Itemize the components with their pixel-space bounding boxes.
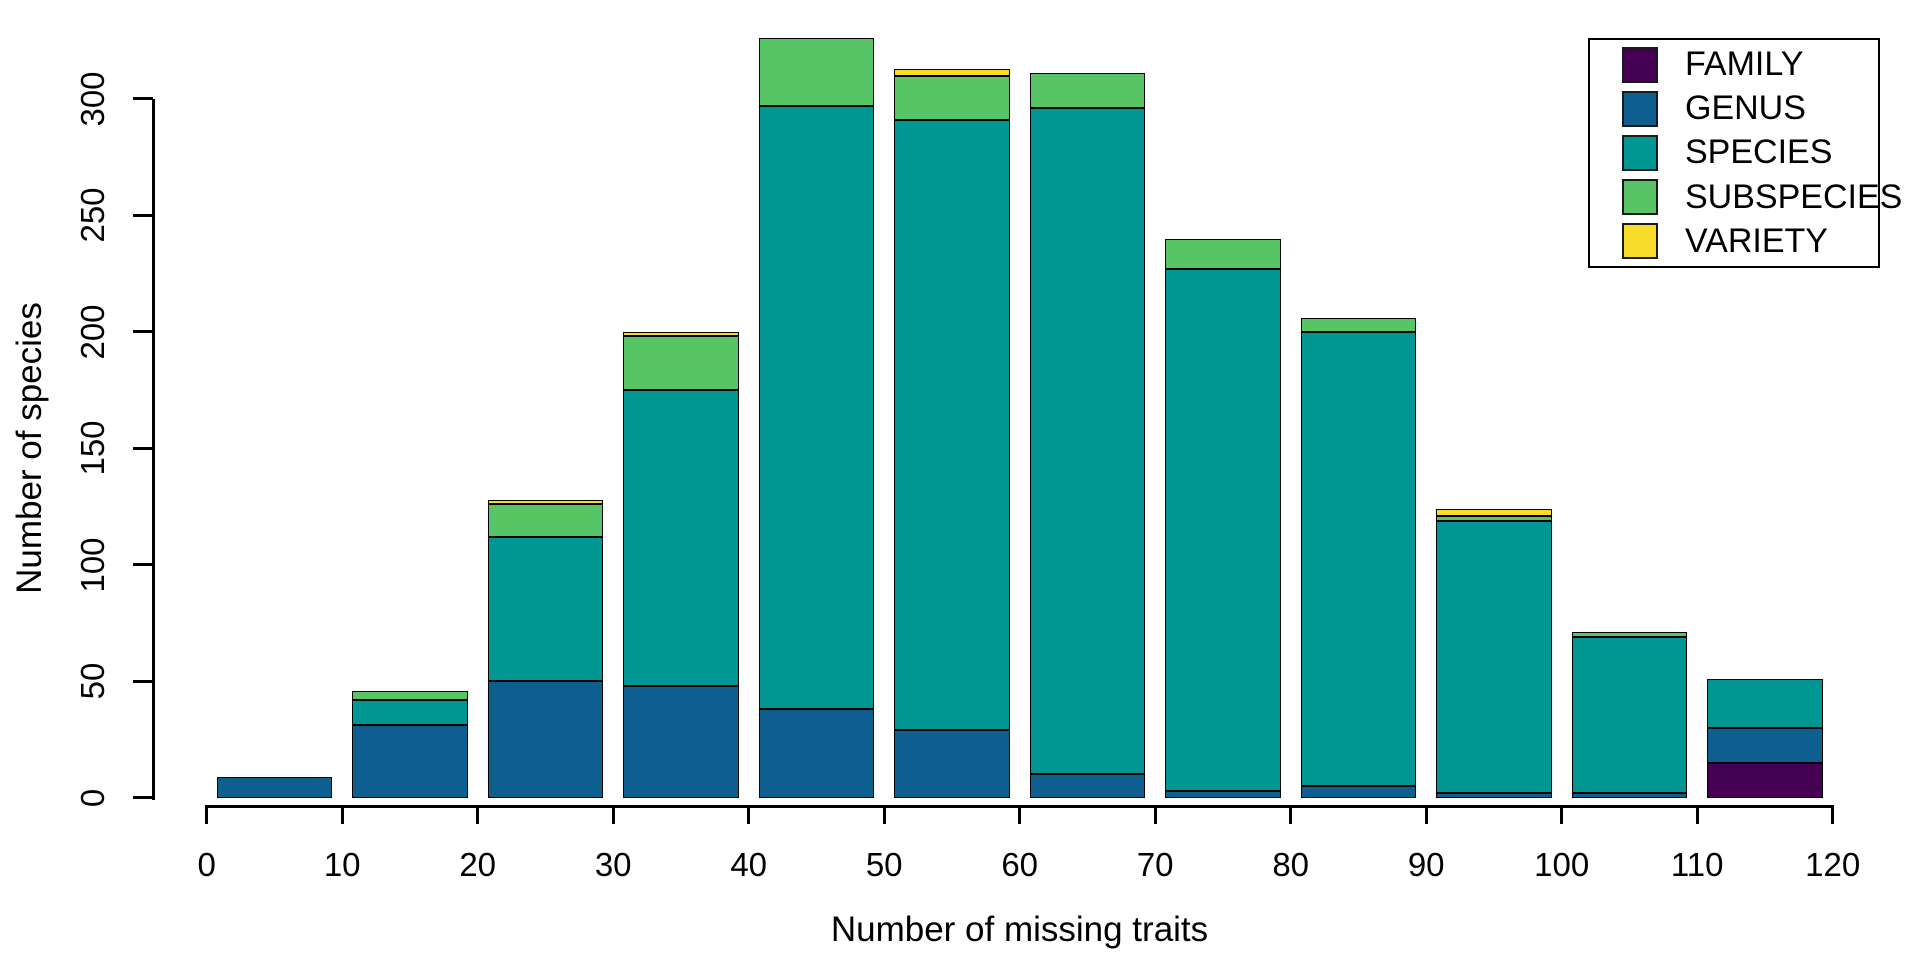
x-tick-label: 120 (1805, 846, 1861, 883)
legend-item-family: FAMILY (1622, 45, 1878, 84)
x-axis-tick (1560, 804, 1564, 824)
bar-segment-species (1300, 331, 1417, 787)
x-tick-label: 100 (1534, 846, 1590, 883)
bar-segment-variety (894, 68, 1010, 76)
bar-segment-genus (1165, 790, 1281, 798)
y-axis-tick (133, 213, 153, 217)
legend-item-species: SPECIES (1622, 133, 1878, 172)
bar-segment-species (1436, 520, 1552, 794)
x-tick-label: 70 (1136, 846, 1174, 883)
x-tick-label: 20 (459, 846, 497, 883)
x-tick-label: 110 (1670, 846, 1724, 883)
x-axis-tick (747, 804, 751, 824)
legend-swatch-genus (1622, 90, 1658, 127)
bar-segment-genus (487, 681, 604, 798)
bar-segment-species (623, 390, 739, 686)
legend-label: FAMILY (1685, 45, 1804, 84)
bar-segment-subspecies (487, 504, 604, 537)
y-axis-tick (133, 796, 153, 800)
x-tick-label: 80 (1272, 846, 1310, 883)
y-axis-tick (133, 563, 153, 567)
y-tick-label: 200 (74, 304, 111, 360)
x-axis-tick (882, 804, 886, 824)
bar-segment-subspecies (1029, 73, 1146, 109)
bar-segment-variety (1436, 508, 1552, 516)
bar-segment-family (1707, 762, 1823, 798)
x-tick-label: 40 (730, 846, 768, 883)
legend-swatch-species (1622, 134, 1658, 171)
legend-label: SPECIES (1685, 133, 1833, 172)
bar-segment-variety (623, 331, 739, 337)
x-axis-tick (205, 804, 209, 824)
bar-segment-species (894, 119, 1010, 731)
legend-swatch-family (1622, 46, 1658, 83)
x-axis-tick (1831, 804, 1835, 824)
y-axis-tick (133, 446, 153, 450)
x-tick-label: 50 (865, 846, 903, 883)
y-axis-tick (133, 97, 153, 101)
bar-segment-subspecies (758, 38, 875, 106)
y-tick-label: 300 (74, 71, 111, 127)
y-axis-tick (133, 679, 153, 683)
legend-label: SUBSPECIES (1685, 177, 1903, 216)
x-axis-tick (1695, 804, 1699, 824)
x-axis-tick (1424, 804, 1428, 824)
y-tick-label: 100 (74, 537, 111, 593)
bar-segment-subspecies (1571, 632, 1688, 637)
y-tick-label: 150 (74, 420, 111, 476)
legend-swatch-variety (1622, 223, 1658, 260)
bar-segment-genus (1436, 793, 1552, 798)
legend-label: GENUS (1685, 89, 1806, 128)
x-tick-label: 90 (1407, 846, 1445, 883)
bar-segment-genus (1571, 793, 1688, 798)
bar-segment-species (758, 105, 875, 710)
y-axis-tick (133, 330, 153, 334)
legend-swatch-subspecies (1622, 179, 1658, 216)
y-axis-line (151, 99, 155, 800)
legend: FAMILY GENUS SPECIES SUBSPECIES VARIETY (1588, 38, 1902, 268)
legend-item-genus: GENUS (1622, 89, 1878, 128)
bar-segment-genus (1300, 786, 1417, 798)
bar-segment-genus (216, 776, 333, 798)
bar-segment-genus (623, 685, 739, 798)
bar-segment-species (1165, 268, 1281, 791)
y-tick-label: 250 (74, 187, 111, 243)
bar-segment-subspecies (894, 75, 1010, 120)
x-axis-tick (340, 804, 344, 824)
bar-segment-genus (1029, 774, 1146, 798)
bar-segment-genus (758, 709, 875, 798)
bar-segment-genus (1707, 727, 1823, 763)
x-axis-title: Number of missing traits (830, 910, 1209, 949)
bar-segment-subspecies (1300, 317, 1417, 332)
x-tick-label: 60 (1001, 846, 1039, 883)
x-axis-tick (1289, 804, 1293, 824)
bar-segment-subspecies (623, 336, 739, 391)
bar-segment-species (1571, 636, 1688, 794)
x-axis-tick (1153, 804, 1157, 824)
bar-segment-subspecies (1436, 515, 1552, 521)
x-axis-tick (611, 804, 615, 824)
y-axis-title: Number of species (10, 302, 49, 594)
bar-segment-species (487, 536, 604, 682)
bar-segment-species (352, 699, 468, 726)
bar-segment-genus (894, 730, 1010, 798)
x-tick-label: 30 (594, 846, 632, 883)
y-tick-label: 0 (74, 788, 111, 807)
x-axis-tick (476, 804, 480, 824)
x-tick-label: 10 (323, 846, 361, 883)
bar-segment-genus (352, 725, 468, 798)
bar-segment-species (1029, 108, 1146, 775)
bar-segment-subspecies (1165, 238, 1281, 269)
x-tick-label: 0 (197, 846, 216, 883)
y-tick-label: 50 (74, 662, 111, 700)
legend-item-subspecies: SUBSPECIES (1622, 178, 1902, 217)
x-axis-tick (1018, 804, 1022, 824)
legend-label: VARIETY (1685, 221, 1828, 260)
bar-segment-subspecies (352, 690, 468, 700)
bar-segment-species (1707, 678, 1823, 728)
legend-item-variety: VARIETY (1622, 222, 1878, 261)
bar-segment-variety (487, 499, 604, 505)
